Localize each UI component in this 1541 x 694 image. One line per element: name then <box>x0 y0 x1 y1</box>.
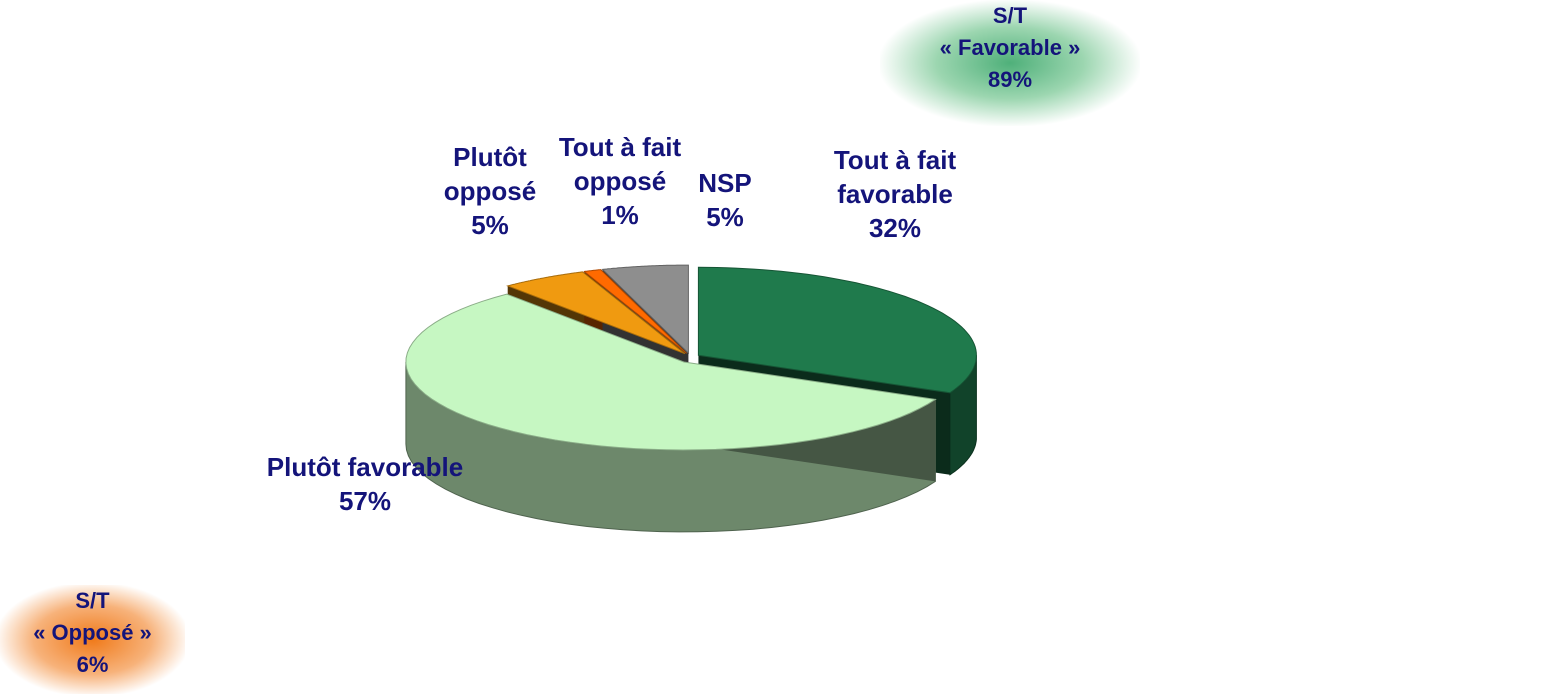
annotation-line: 89% <box>987 67 1033 92</box>
annotation-line: 6% <box>76 652 109 677</box>
slice-label: Plutôt favorable 57% <box>265 450 465 518</box>
slice <box>506 271 686 355</box>
value-label: 32% <box>868 213 922 243</box>
annotation-line: S/T <box>75 588 110 613</box>
category-name: Tout à fait opposé <box>558 132 682 196</box>
slice <box>405 293 937 451</box>
annotation-line: « Opposé » <box>33 620 152 645</box>
slice <box>583 269 687 354</box>
value-label: 57% <box>338 486 392 516</box>
value-label: 1% <box>601 200 639 230</box>
category-name: Plutôt opposé <box>443 142 537 206</box>
slice <box>697 266 977 394</box>
slice-label: Tout à fait opposé 1% <box>540 130 700 232</box>
value-label: 5% <box>471 210 509 240</box>
annotation-favorable: S/T « Favorable » 89% <box>880 0 1140 126</box>
slice-label: Tout à fait favorable 32% <box>795 143 995 245</box>
annotation-line: S/T <box>992 3 1028 28</box>
category-name: Tout à fait favorable <box>833 145 957 209</box>
slice-label: Plutôt opposé 5% <box>405 140 575 242</box>
slice-label: NSP 5% <box>680 166 770 234</box>
category-name: Plutôt favorable <box>266 452 464 482</box>
slice <box>601 264 689 355</box>
category-name: NSP <box>698 168 752 198</box>
annotation-oppose: S/T « Opposé » 6% <box>0 585 185 694</box>
pie-tops <box>405 264 977 451</box>
annotation-line: « Favorable » <box>939 35 1081 60</box>
value-label: 5% <box>706 202 744 232</box>
